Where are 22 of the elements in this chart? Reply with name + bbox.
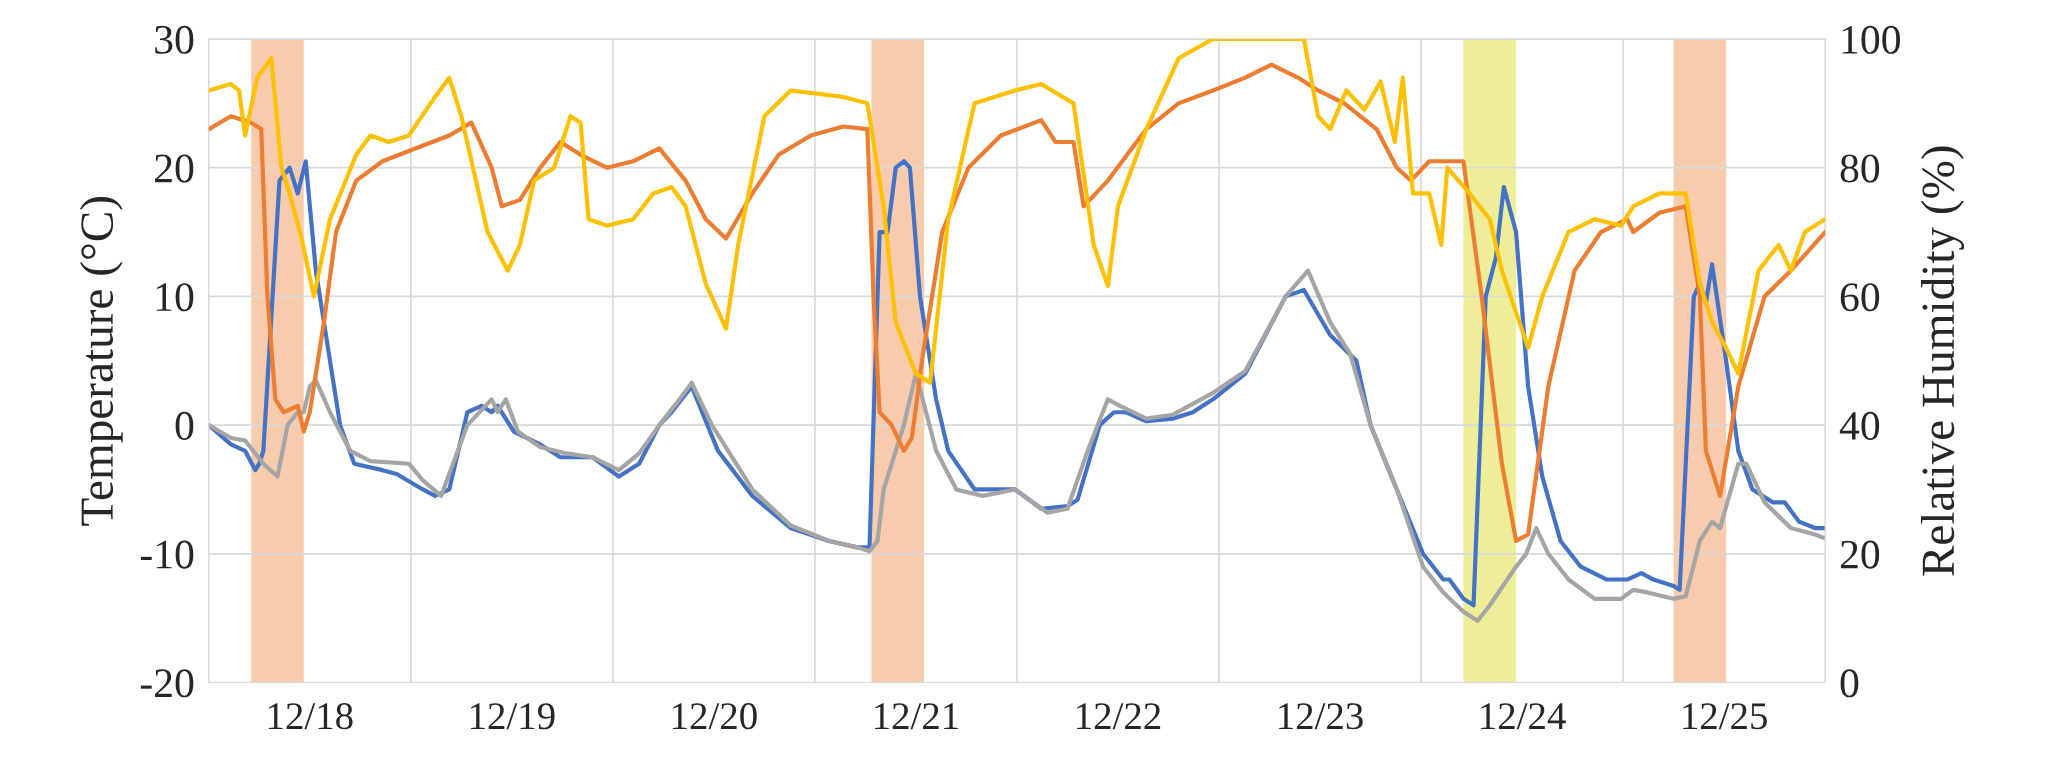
y-tick-label: -10 <box>140 540 194 569</box>
y2-tick-label: 40 <box>1839 411 1880 440</box>
y2-tick-label: 100 <box>1842 25 1900 54</box>
x-tick-label: 12/19 <box>470 703 555 730</box>
x-tick-label: 12/22 <box>1077 703 1161 730</box>
y-tick-label: 10 <box>156 283 194 312</box>
y2-tick-label: 0 <box>1840 669 1859 698</box>
x-tick-label: 12/21 <box>875 703 958 730</box>
y-tick-label: -20 <box>140 669 194 698</box>
x-tick-label: 12/24 <box>1481 703 1566 730</box>
y2-axis-title: Relative Humidity (%) <box>1920 146 1964 576</box>
y2-tick-label: 80 <box>1840 154 1880 183</box>
y-axis-title: Temperature (°C) <box>79 197 123 526</box>
x-tick-label: 12/23 <box>1279 703 1363 730</box>
y-tick-label: 0 <box>175 411 194 440</box>
y-tick-label: 20 <box>155 154 194 183</box>
y-tick-label: 30 <box>155 25 194 54</box>
x-tick-label: 12/25 <box>1683 703 1767 730</box>
x-tick-label: 12/18 <box>268 703 353 730</box>
y2-tick-label: 20 <box>1840 540 1880 569</box>
y2-tick-label: 60 <box>1840 283 1880 312</box>
x-tick-label: 12/20 <box>673 703 757 730</box>
